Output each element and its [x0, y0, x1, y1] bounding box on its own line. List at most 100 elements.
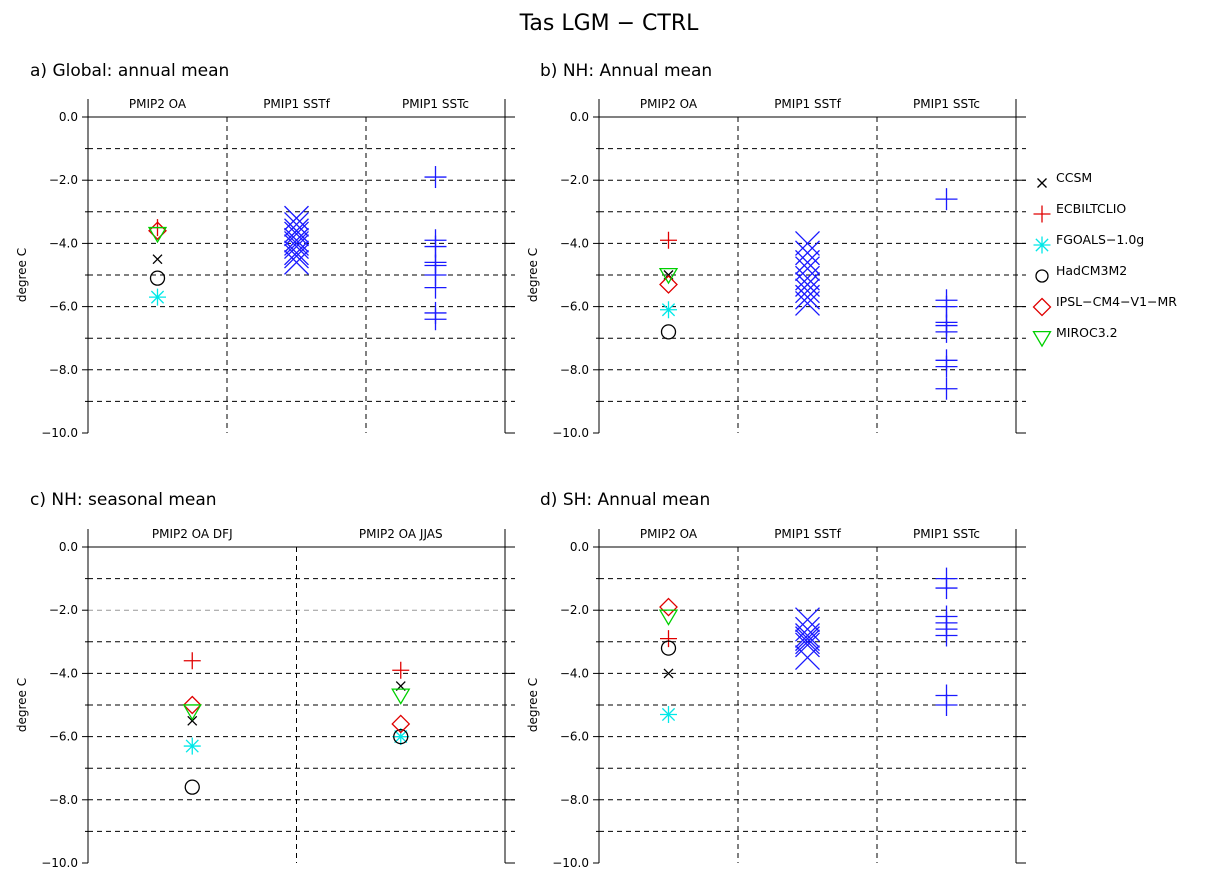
legend-item: ECBILTCLIO: [1033, 201, 1126, 223]
data-point-pmip1-stroke: [795, 230, 820, 256]
data-point-fgoals-10g-stroke: [661, 303, 676, 317]
data-point-fgoals-10g-stroke: [185, 739, 199, 753]
data-point-ccsm: [663, 668, 674, 679]
data-point-pmip1: [424, 276, 447, 299]
data-point-hadcm3m2-ring: [660, 640, 677, 656]
data-point-pmip1-stroke: [284, 221, 309, 247]
y-tick-label: −10.0: [552, 426, 589, 440]
data-point-pmip1: [424, 308, 447, 331]
legend-label: FGOALS−1.0g: [1056, 232, 1144, 247]
y-tick-label: −10.0: [552, 856, 589, 870]
data-point-ipsl-cm4-v1-mr: [659, 597, 678, 617]
y-tick-label: −8.0: [560, 363, 589, 377]
data-point-pmip1: [935, 694, 958, 716]
data-point-pmip1: [795, 256, 820, 282]
data-point-ipsl-cm4-v1-mr: [391, 714, 411, 734]
data-point-ecbiltclio: [660, 630, 677, 648]
category-label: PMIP1 SSTf: [774, 527, 841, 541]
panel-b: b) NH: Annual mean 0.0 −2.0 −4.0 −6.0 −8.0 −10…: [526, 61, 1026, 440]
data-point-pmip1-stroke: [795, 645, 820, 671]
legend-label: HadCM3M2: [1056, 263, 1127, 278]
data-point-ccsm: [187, 715, 198, 726]
data-point-pmip1: [935, 377, 958, 400]
data-point-pmip1: [795, 230, 820, 256]
y-tick-label: −10.0: [41, 856, 78, 870]
y-tick-label: −6.0: [560, 730, 589, 744]
data-point-pmip1-stroke: [795, 265, 820, 291]
legend-item: IPSL−CM4−V1−MR: [1032, 294, 1177, 317]
data-point-miroc32: [658, 609, 679, 626]
y-tick-label: −4.0: [560, 666, 589, 680]
data-point-pmip1-stroke: [284, 243, 309, 269]
data-point-pmip1: [795, 278, 820, 304]
data-point-hadcm3m2-ring: [393, 728, 409, 745]
data-point-pmip1-stroke: [795, 278, 820, 304]
data-point-pmip1: [935, 624, 958, 647]
panel-d: d) SH: Annual mean 0.0 −2.0 −4.0 −6.0 −8.0 −10…: [526, 490, 1026, 870]
legend-marker: [1032, 297, 1052, 317]
data-point-pmip1: [284, 240, 309, 266]
data-point-miroc32: [391, 688, 411, 705]
panel-title-c: c) NH: seasonal mean: [30, 490, 217, 510]
data-point-pmip1: [795, 607, 820, 633]
panel-title-a: a) Global: annual mean: [30, 61, 229, 81]
y-tick-label: −4.0: [560, 236, 589, 250]
data-point-ipsl-cm4-v1-mr-shape: [391, 714, 411, 734]
data-point-pmip1-stroke: [795, 272, 820, 297]
data-point-pmip1-stroke: [795, 290, 820, 316]
data-point-hadcm3m2: [660, 640, 677, 656]
legend-marker: [1033, 205, 1051, 223]
data-point-ipsl-cm4-v1-mr: [659, 275, 678, 294]
category-label: PMIP2 OA DFJ: [152, 527, 233, 541]
y-tick-label: −8.0: [49, 793, 78, 807]
y-tick-label: 0.0: [570, 110, 589, 124]
data-point-pmip1-stroke: [795, 632, 820, 658]
data-point-pmip1: [935, 320, 958, 343]
data-point-pmip1: [284, 227, 309, 253]
panel-title-b: b) NH: Annual mean: [540, 61, 712, 81]
data-point-pmip1: [284, 230, 309, 256]
data-point-hadcm3m2: [393, 728, 409, 745]
y-tick-label: −8.0: [560, 793, 589, 807]
data-point-miroc32: [658, 267, 679, 285]
y-tick-label: −8.0: [49, 363, 78, 377]
y-tick-label: −2.0: [49, 603, 78, 617]
data-point-pmip1: [795, 240, 820, 266]
category-label: PMIP2 OA JJAS: [359, 527, 443, 541]
data-point-miroc32: [147, 226, 168, 244]
legend-marker-stroke: [1035, 238, 1049, 252]
y-tick-label: −6.0: [49, 730, 78, 744]
data-point-ecbiltclio: [392, 661, 410, 679]
data-point-pmip1: [284, 234, 309, 260]
data-point-pmip1-stroke: [284, 249, 309, 275]
data-point-ccsm-stroke: [187, 715, 198, 726]
data-point-fgoals-10g-stroke: [394, 730, 408, 744]
category-label: PMIP2 OA: [640, 97, 698, 111]
legend-label: CCSM: [1056, 170, 1092, 185]
data-point-pmip1: [795, 632, 820, 658]
legend-item: MIROC3.2: [1032, 325, 1118, 348]
data-point-pmip1: [935, 577, 958, 600]
y-tick-label: −6.0: [560, 300, 589, 314]
data-point-pmip1: [795, 623, 820, 648]
data-point-pmip1: [795, 284, 820, 310]
data-point-ipsl-cm4-v1-mr-shape: [659, 275, 678, 294]
y-tick-label: 0.0: [570, 540, 589, 554]
data-point-pmip1: [424, 166, 447, 189]
data-point-fgoals-10g: [392, 728, 410, 746]
y-axis-label: degree C: [15, 678, 29, 732]
y-tick-label: −4.0: [49, 666, 78, 680]
legend-item: HadCM3M2: [1035, 263, 1127, 283]
legend-marker-stroke: [1037, 178, 1047, 188]
data-point-hadcm3m2-ring: [660, 324, 677, 340]
data-point-pmip1: [284, 218, 309, 244]
data-point-pmip1: [795, 616, 820, 642]
data-point-pmip1-stroke: [284, 240, 309, 266]
data-point-hadcm3m2-ring: [149, 270, 166, 286]
data-point-ipsl-cm4-v1-mr-shape: [659, 597, 678, 617]
data-point-pmip1-stroke: [795, 623, 820, 648]
figure-title: Tas LGM − CTRL: [519, 11, 700, 36]
data-point-ecbiltclio: [660, 231, 677, 249]
legend-marker-shape: [1032, 297, 1052, 317]
